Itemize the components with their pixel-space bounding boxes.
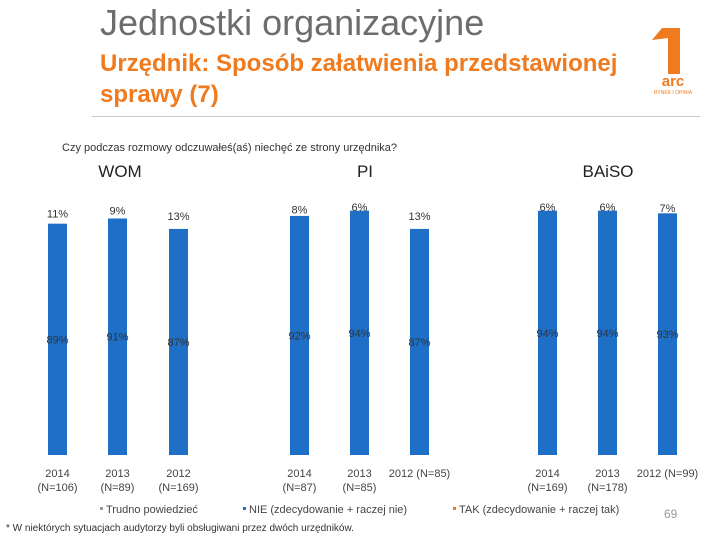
group-label-0: WOM	[98, 162, 141, 181]
bar-0-4	[350, 210, 369, 455]
data-label-0-2: 87%	[167, 337, 189, 349]
group-label-1: PI	[357, 162, 373, 181]
bar-2-7	[598, 195, 617, 211]
data-label-0-7: 94%	[596, 328, 618, 340]
bar-0-5	[410, 228, 429, 455]
bar-0-2	[169, 228, 188, 455]
legend-label-0: Trudno powiedzieć	[106, 504, 198, 516]
bar-0-8	[658, 213, 677, 455]
bar-2-3	[290, 195, 309, 216]
bar-0-6	[538, 210, 557, 455]
category-label-2-0: 2012	[166, 468, 190, 480]
data-label-0-5: 87%	[408, 337, 430, 349]
footnote: * W niektórych sytuacjach audytorzy byli…	[6, 523, 354, 534]
category-label-6-1: (N=169)	[527, 482, 567, 494]
data-label-2-4: 6%	[352, 202, 368, 214]
category-label-1-1: (N=89)	[101, 482, 135, 494]
bar-2-8	[658, 195, 677, 214]
data-label-0-0: 89%	[46, 334, 68, 346]
legend-marker-1	[243, 507, 246, 510]
arc-logo: arc RYNEK I OPINIA	[652, 28, 693, 96]
logo-tagline: RYNEK I OPINIA	[654, 90, 693, 96]
category-label-2-1: (N=169)	[158, 482, 198, 494]
bar-2-6	[538, 195, 557, 211]
bar-0-3	[290, 215, 309, 455]
data-label-0-4: 94%	[348, 328, 370, 340]
data-label-2-8: 7%	[660, 203, 676, 215]
page-number: 69	[664, 507, 678, 521]
bar-2-5	[410, 195, 429, 229]
data-label-2-7: 6%	[600, 202, 616, 214]
category-label-0-0: 2014	[45, 468, 69, 480]
legend-marker-2	[453, 507, 456, 510]
category-label-4-0: 2013	[347, 468, 371, 480]
title-divider	[92, 116, 700, 117]
category-label-3-0: 2014	[287, 468, 311, 480]
bar-2-4	[350, 195, 369, 211]
data-label-2-0: 11%	[47, 208, 68, 220]
data-label-2-3: 8%	[292, 204, 308, 216]
logo-tower-icon	[652, 28, 680, 74]
data-label-2-6: 6%	[540, 202, 556, 214]
data-label-0-3: 92%	[288, 330, 310, 342]
data-label-2-2: 13%	[167, 211, 189, 223]
legend-marker-0	[100, 507, 103, 510]
bar-2-2	[169, 195, 188, 229]
data-label-0-6: 94%	[536, 328, 558, 340]
category-label-3-1: (N=87)	[283, 482, 317, 494]
category-label-7-0: 2013	[595, 468, 619, 480]
data-label-0-8: 93%	[656, 329, 678, 341]
survey-question: Czy podczas rozmowy odczuwałeś(aś) niech…	[62, 142, 398, 154]
data-label-2-1: 9%	[110, 206, 126, 218]
category-label-4-1: (N=85)	[343, 482, 377, 494]
group-label-2: BAiSO	[582, 162, 633, 181]
category-label-0-1: (N=106)	[37, 482, 77, 494]
legend-label-1: NIE (zdecydowanie + raczej nie)	[249, 504, 407, 516]
data-label-2-5: 13%	[408, 211, 430, 223]
category-label-7-1: (N=178)	[587, 482, 627, 494]
stacked-bar-chart: WOM PI BAiSO 89% 11% 2014 (N=106) 91% 9% 2013 (N=8…	[37, 162, 698, 516]
bar-2-1	[108, 195, 127, 219]
page-subtitle: Urzędnik: Sposób załatwienia przedstawio…	[100, 50, 618, 108]
logo-text: arc	[662, 73, 685, 90]
category-label-1-0: 2013	[105, 468, 129, 480]
category-label-6-0: 2014	[535, 468, 559, 480]
bar-0-0	[48, 223, 67, 455]
page-title: Jednostki organizacyjne	[100, 2, 485, 43]
bar-0-7	[598, 210, 617, 455]
category-label-5: 2012 (N=85)	[389, 468, 450, 480]
legend-label-2: TAK (zdecydowanie + raczej tak)	[459, 504, 619, 516]
bar-0-1	[108, 218, 127, 455]
bar-2-0	[48, 195, 67, 224]
category-label-8: 2012 (N=99)	[637, 468, 698, 480]
data-label-0-1: 91%	[106, 332, 128, 344]
